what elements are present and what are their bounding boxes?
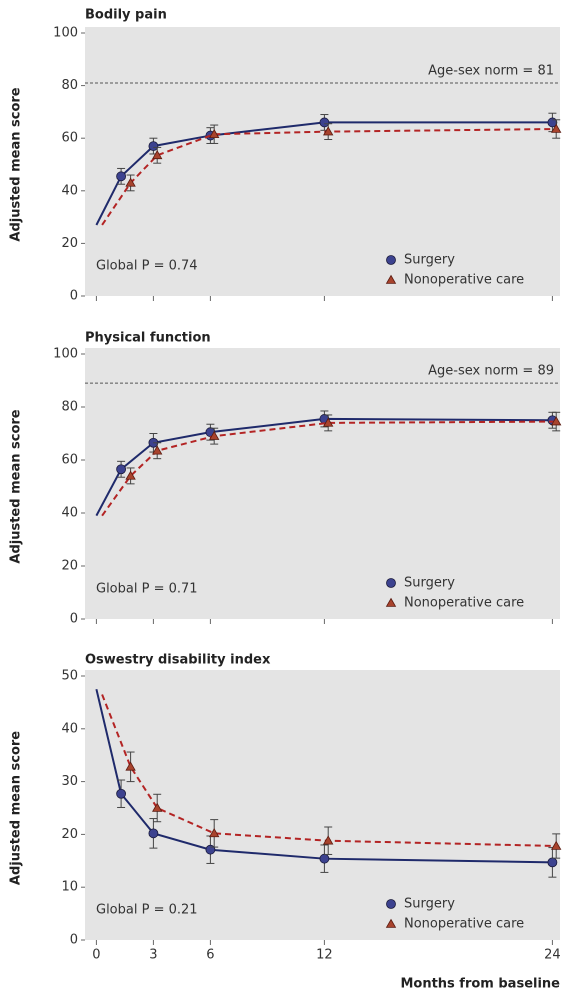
y-tick-label: 0 <box>70 933 78 948</box>
series-line <box>101 694 557 848</box>
legend-label: Nonoperative care <box>404 273 524 288</box>
marker <box>125 177 136 187</box>
marker <box>547 857 558 868</box>
marker <box>323 417 334 427</box>
legend-marker <box>385 918 397 928</box>
y-axis-label: Adjusted mean score <box>9 731 24 885</box>
y-axis-label: Adjusted mean score <box>9 409 24 563</box>
legend-marker <box>385 597 397 607</box>
annotation: Global P = 0.74 <box>96 259 198 274</box>
y-axis-label: Adjusted mean score <box>9 87 24 241</box>
marker <box>148 828 159 839</box>
panel-title: Oswestry disability index <box>85 653 271 668</box>
marker <box>209 430 220 440</box>
marker <box>116 788 126 799</box>
y-tick-label: 60 <box>61 131 78 146</box>
series-line <box>95 688 553 864</box>
marker <box>209 128 220 139</box>
y-tick-label: 60 <box>61 453 78 468</box>
x-tick-label: 3 <box>149 948 157 963</box>
legend-marker <box>386 899 396 909</box>
y-tick-label: 100 <box>53 26 78 41</box>
marker <box>125 761 136 771</box>
legend-label: Surgery <box>404 897 455 912</box>
reference-label: Age-sex norm = 89 <box>428 364 554 379</box>
legend-label: Nonoperative care <box>404 917 524 932</box>
marker <box>148 141 159 151</box>
y-tick-label: 20 <box>61 559 78 574</box>
series-line <box>95 417 553 517</box>
series-line <box>101 420 557 517</box>
y-tick-label: 10 <box>61 880 78 895</box>
annotation: Global P = 0.71 <box>96 582 198 597</box>
marker <box>209 828 220 838</box>
y-tick-label: 40 <box>61 721 78 736</box>
y-tick-label: 30 <box>61 774 78 789</box>
marker <box>323 835 334 845</box>
y-tick-label: 40 <box>61 183 78 198</box>
marker <box>125 470 136 480</box>
x-axis-label: Months from baseline <box>400 977 560 992</box>
y-tick-label: 20 <box>61 236 78 251</box>
marker <box>152 445 163 455</box>
marker <box>551 123 562 133</box>
panel-title: Physical function <box>85 331 211 346</box>
plot-area <box>85 348 560 619</box>
series-line <box>95 121 553 226</box>
marker <box>116 464 126 475</box>
marker <box>323 126 334 136</box>
y-tick-label: 0 <box>70 612 78 627</box>
y-tick-label: 80 <box>61 400 78 415</box>
x-tick-label: 0 <box>92 948 100 963</box>
marker <box>152 802 163 812</box>
marker <box>152 149 163 160</box>
panel-title: Bodily pain <box>85 8 167 23</box>
x-tick-label: 24 <box>544 948 561 963</box>
y-tick-label: 50 <box>61 669 78 684</box>
legend-label: Nonoperative care <box>404 596 524 611</box>
series-line <box>101 127 557 226</box>
annotation: Global P = 0.21 <box>96 903 198 918</box>
plot-area <box>85 670 560 940</box>
y-tick-label: 20 <box>61 827 78 842</box>
marker <box>551 416 562 426</box>
legend-label: Surgery <box>404 576 455 591</box>
legend-marker <box>386 578 396 588</box>
legend-marker <box>386 255 396 265</box>
x-tick-label: 6 <box>206 948 214 963</box>
reference-label: Age-sex norm = 81 <box>428 63 554 78</box>
y-tick-label: 40 <box>61 506 78 521</box>
x-tick-label: 12 <box>316 948 333 963</box>
marker <box>551 840 562 850</box>
legend-marker <box>385 274 397 284</box>
y-tick-label: 100 <box>53 347 78 362</box>
marker <box>205 844 216 855</box>
marker <box>319 117 330 128</box>
legend-label: Surgery <box>404 253 455 268</box>
plot-area <box>85 27 560 296</box>
y-tick-label: 80 <box>61 78 78 93</box>
y-tick-label: 0 <box>70 289 78 304</box>
marker <box>319 853 330 864</box>
marker <box>116 171 126 182</box>
